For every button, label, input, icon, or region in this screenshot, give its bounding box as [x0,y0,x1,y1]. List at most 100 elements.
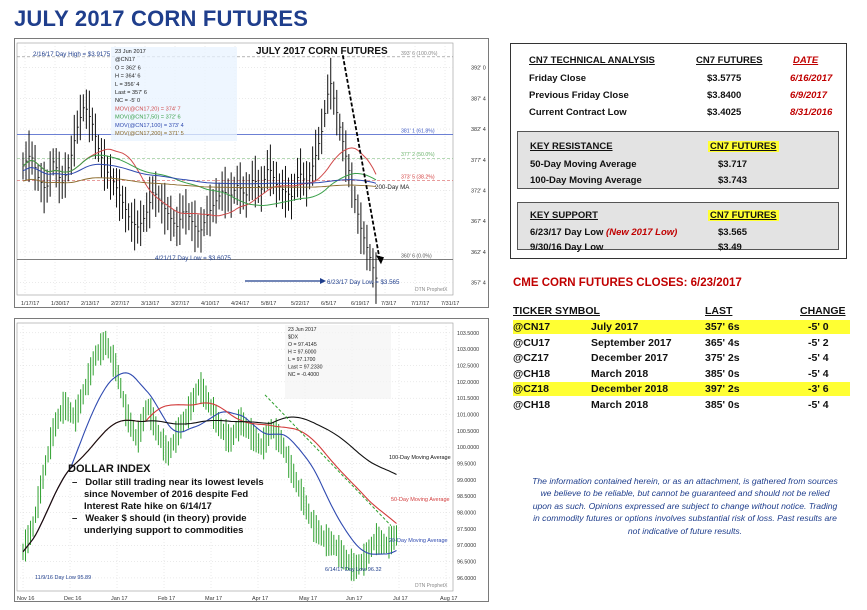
ta-row-date: 6/9/2017 [790,90,827,101]
x-tick-label: 3/13/17 [141,301,159,307]
x-tick-label: 5/8/17 [261,301,276,307]
closes-ticker: @CH18 [513,399,551,411]
legend-entry: NC = -5' 0 [115,98,140,104]
legend-entry: NC = -0.4000 [288,372,319,378]
closes-ticker: @CZ17 [513,352,549,365]
closes-title: CME CORN FUTURES CLOSES: 6/23/2017 [513,277,742,289]
closes-header-last: LAST [705,305,733,317]
closes-change: -5' 4 [808,352,829,365]
legend-entry: 23 Jun 2017 [288,327,317,333]
closes-row: @CZ18 December 2018 397' 2s -3' 6 [513,382,850,397]
annotation-20ma: 20-Day Moving Average [389,538,448,544]
closes-last: 375' 2s [705,352,740,365]
x-tick-label: Apr 17 [252,596,268,602]
legend-entry: H = 364' 6 [115,74,140,80]
resistance-label: 50-Day Moving Average [530,159,637,170]
annotation-high: 2/16/17 Day High = $3.9175 [33,51,111,58]
watermark: DTN ProphetX [415,287,448,293]
y-tick-label: 99.5000 [457,462,476,468]
closes-ticker: @CZ18 [513,383,549,396]
x-tick-label: 4/10/17 [201,301,219,307]
legend-entry: O = 97.4145 [288,342,317,348]
legend-entry: MOV(@CN17,20) = 374' 7 [115,106,181,112]
y-tick-label: 101.0000 [457,413,479,419]
corn-futures-chart: 1/17/17 1/30/17 2/13/17 2/27/17 3/13/17 3/27/… [14,38,489,308]
annotation-low: 4/21/17 Day Low = $3.6075 [155,255,231,262]
legend-entry: $DX [288,335,299,341]
closes-month: March 2018 [591,399,649,411]
y-tick-label: 392' 0 [471,66,486,72]
dollar-chart-svg: Nov 16 Dec 16 Jan 17 Feb 17 Mar 17 Apr 17 May … [16,322,479,602]
support-value: $3.565 [718,227,748,238]
ta-header-label: CN7 TECHNICAL ANALYSIS [529,55,655,66]
resistance-value: $3.717 [718,159,748,170]
y-tick-label: 102.0000 [457,380,479,386]
x-tick-label: Feb 17 [158,596,175,602]
closes-last: 357' 6s [705,321,740,333]
dollar-note-title: DOLLAR INDEX [68,463,151,475]
x-tick-label: 1/17/17 [21,301,39,307]
chart-title: JULY 2017 CORN FUTURES [256,46,388,57]
x-tick-label: 5/22/17 [291,301,309,307]
x-tick-label: Dec 16 [64,596,81,602]
page-title: JULY 2017 CORN FUTURES [14,6,309,31]
y-tick-label: 96.0000 [457,576,476,582]
corn-chart-svg: 1/17/17 1/30/17 2/13/17 2/27/17 3/13/17 3/27/… [16,42,486,307]
resistance-value: $3.743 [718,175,748,186]
closes-month: December 2018 [591,383,669,396]
closes-change: -3' 6 [808,383,829,396]
y-tick-label: 97.5000 [457,527,476,533]
technical-analysis-box: CN7 TECHNICAL ANALYSIS CN7 FUTURES DATE … [510,43,847,259]
x-tick-label: 6/19/17 [351,301,369,307]
closes-month: September 2017 [591,336,672,349]
closes-header-ticker: TICKER SYMBOL [513,305,600,317]
annotation-200ma: 200-Day MA [375,184,410,191]
y-tick-label: 103.5000 [457,331,479,337]
legend-entry: 23 Jun 2017 [115,49,146,55]
y-tick-label: 96.5000 [457,560,476,566]
y-tick-label: 99.0000 [457,478,476,484]
annotation-jun-low: 6/14/17 Day Low 96.32 [325,567,382,573]
support-header-futures: CN7 FUTURES [708,210,779,221]
ta-header-date: DATE [793,55,819,66]
dollar-note-item: – Dollar still trading near its lowest l… [72,477,264,512]
ma-20-line [22,372,397,555]
ta-row-value: $3.8400 [707,90,742,101]
legend-entry: @CN17 [115,57,135,63]
x-tick-label: 1/30/17 [51,301,69,307]
annotation-100ma: 100-Day Moving Average [389,455,451,461]
fib-level-label: 373' 5 (38.2%) [401,174,435,180]
watermark: DTN ProphetX [415,583,448,589]
legend-entry: L = 356' 4 [115,82,139,88]
legend-box [111,47,237,141]
y-tick-label: 98.5000 [457,494,476,500]
closes-row: @CZ17 December 2017 375' 2s -5' 4 [513,351,850,365]
fib-level-label: 393' 6 (100.0%) [401,51,438,57]
ta-row-label: Current Contract Low [529,107,627,118]
x-tick-label: Jan 17 [111,596,128,602]
closes-change: -5' 0 [808,321,829,333]
dollar-note-item: – Weaker $ should (in theory) provide un… [72,513,247,536]
legend-entry: MOV(@CN17,200) = 371' 5 [115,131,184,137]
annotation-new-low: 6/23/17 Day Low = $3.565 [327,279,400,286]
support-label: 9/30/16 Day Low [530,242,604,253]
legend-entry: MOV(@CN17,50) = 372' 6 [115,115,181,121]
y-tick-label: 100.0000 [457,445,479,451]
y-tick-label: 387' 4 [471,96,486,102]
legend-entry: O = 362' 6 [115,65,141,71]
y-tick-label: 100.5000 [457,429,479,435]
annotation-50ma: 50-Day Moving Average [391,497,450,503]
x-tick-label: 7/17/17 [411,301,429,307]
closes-last: 385' 0s [705,367,740,380]
annotation-arrowhead [320,278,326,284]
legend-entry: MOV(@CN17,100) = 373' 4 [115,123,184,129]
x-tick-label: 7/31/17 [441,301,459,307]
fib-level-label: 381' 1 (61.8%) [401,128,435,134]
support-value: $3.49 [718,242,742,253]
y-tick-label: 97.0000 [457,543,476,549]
ta-row-value: $3.5775 [707,73,742,84]
y-tick-label: 98.0000 [457,511,476,517]
closes-change: -5' 4 [808,399,829,411]
ma-200-line [22,177,377,188]
x-tick-label: 2/27/17 [111,301,129,307]
